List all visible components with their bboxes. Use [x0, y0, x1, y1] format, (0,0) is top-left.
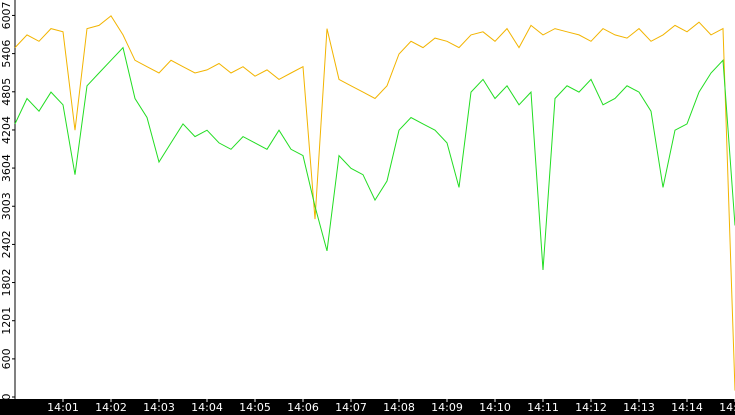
x-tick-label: 14:10 — [479, 401, 511, 414]
y-tick-label: 4204 — [0, 116, 13, 144]
y-tick-label: 3003 — [0, 192, 13, 220]
x-tick-label: 14:05 — [239, 401, 271, 414]
x-tick-label: 14:03 — [143, 401, 175, 414]
x-axis-band — [0, 399, 735, 415]
x-tick-label: 14:14 — [671, 401, 703, 414]
y-tick-label: 6007 — [0, 1, 13, 29]
x-tick-label: 14:09 — [431, 401, 463, 414]
x-tick-label: 14:15 — [719, 401, 735, 414]
x-tick-label: 14:01 — [47, 401, 79, 414]
y-tick-label: 1201 — [0, 307, 13, 335]
y-tick-label: 2402 — [0, 230, 13, 258]
x-tick-label: 14:04 — [191, 401, 223, 414]
x-tick-label: 14:07 — [335, 401, 367, 414]
line-series — [14, 46, 735, 271]
y-tick-label: 1802 — [0, 269, 13, 297]
y-tick-label: 600 — [0, 348, 13, 369]
x-tick-label: 14:11 — [527, 401, 559, 414]
y-tick-label: 4805 — [0, 78, 13, 106]
y-tick-label: 0 — [0, 394, 13, 401]
x-tick-label: 14:06 — [287, 401, 319, 414]
x-tick-label: 14:08 — [383, 401, 415, 414]
y-tick-label: 3604 — [0, 154, 13, 182]
y-tick-label: 5406 — [0, 40, 13, 68]
x-tick-label: 14:13 — [623, 401, 655, 414]
line-series — [14, 15, 735, 391]
x-tick-label: 14:02 — [95, 401, 127, 414]
x-tick-label: 14:12 — [575, 401, 607, 414]
